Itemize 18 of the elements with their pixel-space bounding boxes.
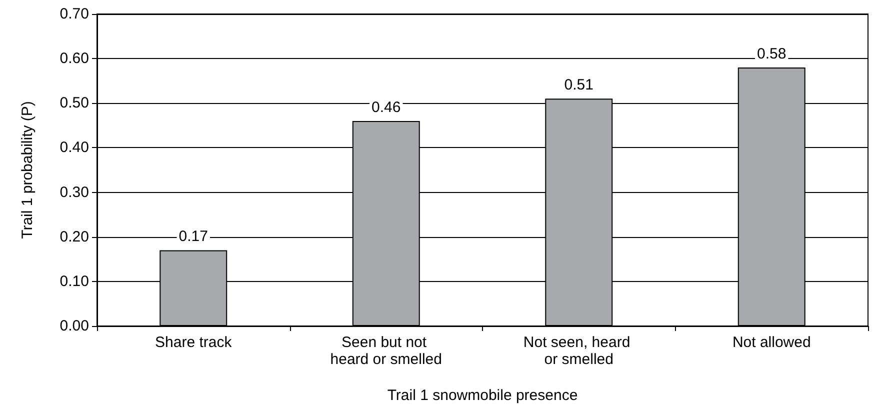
x-tick-label: Share track (155, 334, 232, 351)
data-label: 0.46 (372, 98, 401, 116)
y-tick-label: 0.00 (60, 318, 89, 334)
y-tick-label: 0.10 (60, 272, 89, 290)
y-axis-title: Trail 1 probability (P) (19, 101, 36, 239)
y-tick-label: 0.60 (60, 50, 89, 68)
y-tick-label: 0.20 (60, 228, 89, 246)
y-tick-label: 0.30 (60, 184, 89, 201)
y-tick-label: 0.50 (60, 94, 89, 112)
x-tick-label: Seen but not heard or smelled (330, 334, 442, 368)
x-tick-label: Not allowed (732, 334, 811, 351)
y-tick-label: 0.70 (60, 6, 89, 22)
data-label: 0.58 (757, 45, 786, 62)
x-axis-title: Trail 1 snowmobile presence (387, 387, 578, 404)
y-tick-label: 0.40 (60, 139, 89, 156)
data-label: 0.51 (564, 76, 594, 94)
x-tick-label: Not seen, heard or smelled (523, 334, 634, 368)
data-label: 0.17 (178, 228, 208, 246)
